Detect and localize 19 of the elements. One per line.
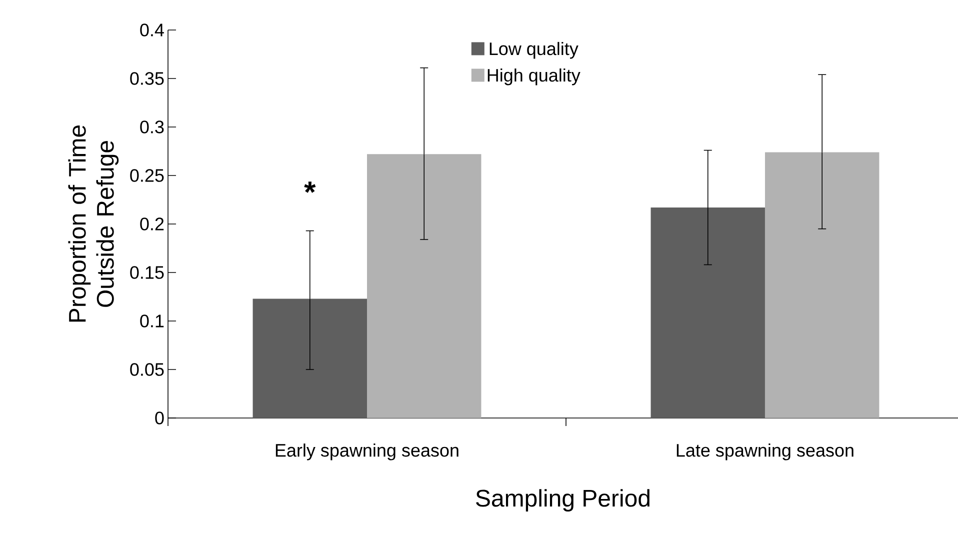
y-axis-title: Proportion of Time Outside Refuge [68,125,119,322]
x-tick-label: Early spawning season [276,444,458,460]
y-tick-label: 0.1 [140,314,164,328]
bar [650,208,765,418]
legend-label: Low quality [490,42,578,59]
bar [764,152,880,418]
x-tick-label: Late spawning season [676,444,854,460]
y-tick-label: 0 [155,412,164,424]
annotation: * [304,182,316,193]
x-axis-title: Sampling Period [476,489,650,512]
y-tick-label: 0.25 [130,169,164,182]
y-tick-label: 0.2 [140,218,164,230]
y-tick-label: 0.4 [140,24,164,36]
y-tick-label: 0.05 [130,363,164,376]
bar [366,154,482,418]
legend-label: High quality [488,68,580,86]
y-tick-label: 0.15 [130,266,164,279]
y-tick-label: 0.3 [140,120,164,134]
y-tick-label: 0.35 [130,72,164,85]
